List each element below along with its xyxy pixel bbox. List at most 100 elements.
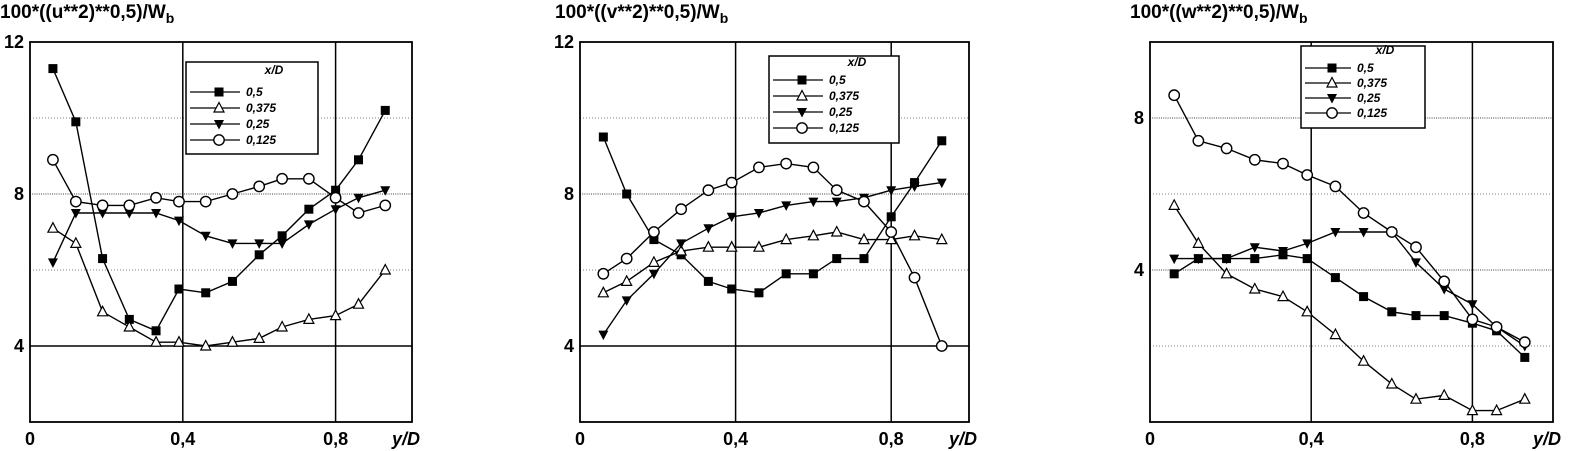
data-point — [1385, 377, 1398, 389]
data-point — [807, 229, 820, 241]
data-point — [935, 340, 948, 352]
y-tick-label: 8 — [564, 184, 574, 204]
data-point — [1168, 198, 1181, 210]
data-point — [1221, 254, 1232, 265]
data-point — [598, 132, 608, 142]
legend-label: 0,375 — [246, 101, 276, 115]
chart-title-subscript: b — [719, 10, 729, 26]
data-point — [1302, 254, 1312, 264]
data-point — [98, 254, 108, 264]
data-point — [807, 161, 820, 174]
x-tick-label: 0 — [1145, 429, 1155, 449]
data-point — [752, 240, 765, 252]
data-point — [886, 186, 897, 196]
legend-title: x/D — [1375, 43, 1395, 57]
data-point — [1168, 89, 1181, 102]
data-point — [1249, 243, 1260, 253]
data-point — [725, 176, 738, 189]
data-point — [780, 232, 793, 245]
legend-marker — [214, 120, 224, 130]
series-line — [1174, 231, 1526, 347]
data-point — [1410, 258, 1421, 268]
data-point — [303, 220, 314, 230]
data-point — [1329, 327, 1342, 340]
data-point — [676, 239, 687, 249]
legend-label: 0,375 — [829, 89, 859, 103]
data-point — [1301, 305, 1314, 317]
chart-title-main: 100*((u**2)**0,5)/W — [0, 2, 166, 23]
series-0-25 — [1169, 228, 1530, 352]
chart-svg: 12 8 4 0 0,4 0,8 y/D x/D0,5 0,375 0,25 0,125 — [4, 32, 420, 449]
data-point — [908, 229, 921, 241]
data-point — [675, 203, 688, 216]
data-point — [352, 207, 365, 219]
legend-marker — [1327, 63, 1337, 73]
data-point — [1220, 267, 1233, 279]
data-point — [352, 297, 365, 309]
y-tick-label: 12 — [4, 32, 24, 52]
x-tick-label: 0,4 — [170, 429, 195, 449]
legend: x/D0,5 0,375 0,25 0,125 — [185, 61, 319, 155]
data-point — [123, 320, 136, 332]
legend-label: 0,25 — [1357, 91, 1381, 105]
legend-label: 0,5 — [246, 85, 263, 99]
data-point — [857, 232, 870, 245]
data-point — [1490, 321, 1503, 333]
data-point — [1169, 254, 1180, 265]
data-point — [174, 284, 184, 294]
series-0-375 — [46, 221, 392, 351]
chart-panel-u: 100*((u**2)**0,5)/Wb 12 8 4 0 0,4 0,8 y/D x/D 0,… — [0, 0, 575, 451]
data-point — [935, 232, 948, 245]
series-0-125 — [47, 153, 392, 219]
data-point — [1277, 157, 1289, 170]
data-point — [754, 288, 764, 298]
data-point — [1192, 134, 1205, 147]
data-point — [1330, 273, 1340, 283]
data-point — [1466, 403, 1479, 416]
data-point — [276, 172, 289, 185]
x-axis-label: y/D — [391, 429, 420, 449]
data-point — [909, 182, 920, 192]
series-line — [602, 136, 943, 294]
series-0-125 — [597, 157, 948, 352]
data-point — [703, 224, 714, 234]
data-point — [1410, 241, 1422, 254]
y-tick-label: 4 — [14, 336, 24, 356]
data-point — [253, 180, 266, 193]
series-line — [603, 231, 942, 294]
legend-label: 0,125 — [829, 121, 859, 135]
data-point — [885, 232, 898, 245]
data-point — [1387, 307, 1397, 317]
x-axis-label: y/D — [1532, 429, 1561, 449]
data-point — [830, 225, 843, 237]
y-tick-label: 4 — [1134, 260, 1144, 280]
data-point — [1357, 207, 1370, 219]
data-point — [47, 258, 58, 268]
data-point — [1520, 352, 1530, 362]
data-point — [123, 199, 136, 212]
data-point — [226, 188, 239, 200]
data-point — [620, 274, 633, 286]
data-point — [937, 136, 947, 146]
data-point — [380, 186, 391, 196]
data-point — [1385, 226, 1398, 238]
data-point — [1329, 180, 1342, 193]
data-point — [622, 189, 632, 199]
data-point — [276, 320, 289, 332]
data-point — [1248, 282, 1261, 294]
data-point — [199, 339, 212, 351]
legend-marker — [797, 75, 807, 85]
chart-title-main: 100*((w**2)**0,5)/W — [1130, 2, 1299, 23]
data-point — [1518, 336, 1531, 349]
legend-label: 0,125 — [246, 133, 276, 147]
data-point — [830, 184, 843, 197]
data-point — [753, 161, 765, 174]
y-tick-label: 12 — [554, 32, 574, 52]
data-point — [1250, 254, 1260, 264]
legend-title: x/D — [847, 55, 867, 69]
series-0-25 — [47, 186, 391, 268]
data-point — [1330, 228, 1341, 238]
data-point — [227, 276, 237, 286]
data-point — [70, 209, 81, 219]
data-point — [1466, 313, 1479, 326]
